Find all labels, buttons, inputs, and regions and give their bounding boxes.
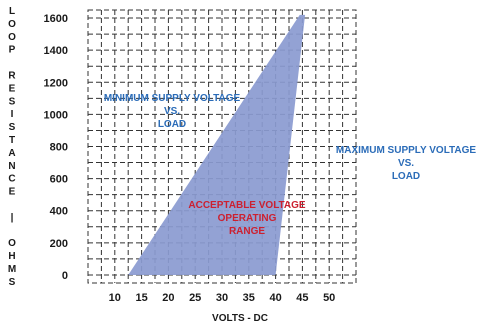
annotation-max: MAXIMUM SUPPLY VOLTAGE VS. LOAD — [336, 145, 477, 182]
y-tick-label: 600 — [50, 174, 68, 186]
annotation-min: MINIMUM SUPPLY VOLTAGE VS. LOAD — [104, 93, 241, 130]
x-tick-labels: 10 15 20 25 30 35 40 45 50 — [109, 292, 336, 304]
annotation-range: ACCEPTABLE VOLTAGE OPERATING RANGE — [188, 200, 306, 237]
y-axis-label-letter: E — [9, 83, 16, 94]
x-tick-label: 35 — [243, 292, 255, 304]
y-axis-label-letter: M — [8, 264, 16, 275]
y-axis-label-letter: O — [8, 19, 16, 30]
y-axis-label-letter: A — [8, 148, 15, 159]
annotation-line: RANGE — [229, 226, 265, 237]
x-tick-label: 25 — [189, 292, 201, 304]
x-tick-label: 20 — [162, 292, 174, 304]
x-tick-label: 30 — [216, 292, 228, 304]
y-axis-label-letter: L — [9, 6, 15, 17]
x-tick-label: 50 — [323, 292, 335, 304]
y-axis-label-letter: P — [9, 45, 16, 56]
annotation-line: LOAD — [158, 119, 186, 130]
x-tick-label: 15 — [135, 292, 147, 304]
y-tick-labels: 0 200 400 600 800 1000 1200 1400 1600 — [44, 13, 68, 282]
annotation-line: ACCEPTABLE VOLTAGE — [188, 200, 306, 211]
annotation-line: LOAD — [392, 171, 420, 182]
y-tick-label: 200 — [50, 238, 68, 250]
y-axis-label-letter: E — [9, 187, 16, 198]
y-tick-label: 400 — [50, 206, 68, 218]
y-axis-label-letter: O — [8, 238, 16, 249]
x-tick-label: 40 — [269, 292, 281, 304]
y-axis-label-letter: O — [8, 32, 16, 43]
annotation-line: VS. — [398, 158, 414, 169]
y-axis-label-letter: S — [9, 122, 16, 133]
y-axis-label-letter: N — [8, 161, 15, 172]
y-axis-label-letter: | — [11, 212, 14, 223]
y-tick-label: 1600 — [44, 13, 68, 25]
x-axis-label: VOLTS - DC — [212, 313, 268, 324]
y-tick-label: 0 — [62, 270, 68, 282]
operating-region-layer — [128, 14, 306, 275]
y-tick-label: 1400 — [44, 45, 68, 57]
y-axis-label-letter: S — [9, 277, 16, 288]
y-tick-label: 1200 — [44, 77, 68, 89]
y-axis-label-letter: R — [8, 71, 16, 82]
y-tick-label: 800 — [50, 142, 68, 154]
y-axis-label-letter: I — [11, 109, 14, 120]
acceptable-range-area — [128, 14, 306, 275]
annotation-line: MINIMUM SUPPLY VOLTAGE — [104, 93, 241, 104]
y-axis-label-letter: H — [8, 251, 15, 262]
y-axis-label-letter: T — [9, 135, 15, 146]
y-axis-label-letter: S — [9, 96, 16, 107]
annotation-line: VS. — [164, 106, 180, 117]
annotation-line: OPERATING — [218, 213, 277, 224]
y-tick-label: 1000 — [44, 109, 68, 121]
annotation-line: MAXIMUM SUPPLY VOLTAGE — [336, 145, 477, 156]
x-tick-label: 10 — [109, 292, 121, 304]
x-tick-label: 45 — [296, 292, 308, 304]
y-axis-label-letter: C — [8, 174, 15, 185]
